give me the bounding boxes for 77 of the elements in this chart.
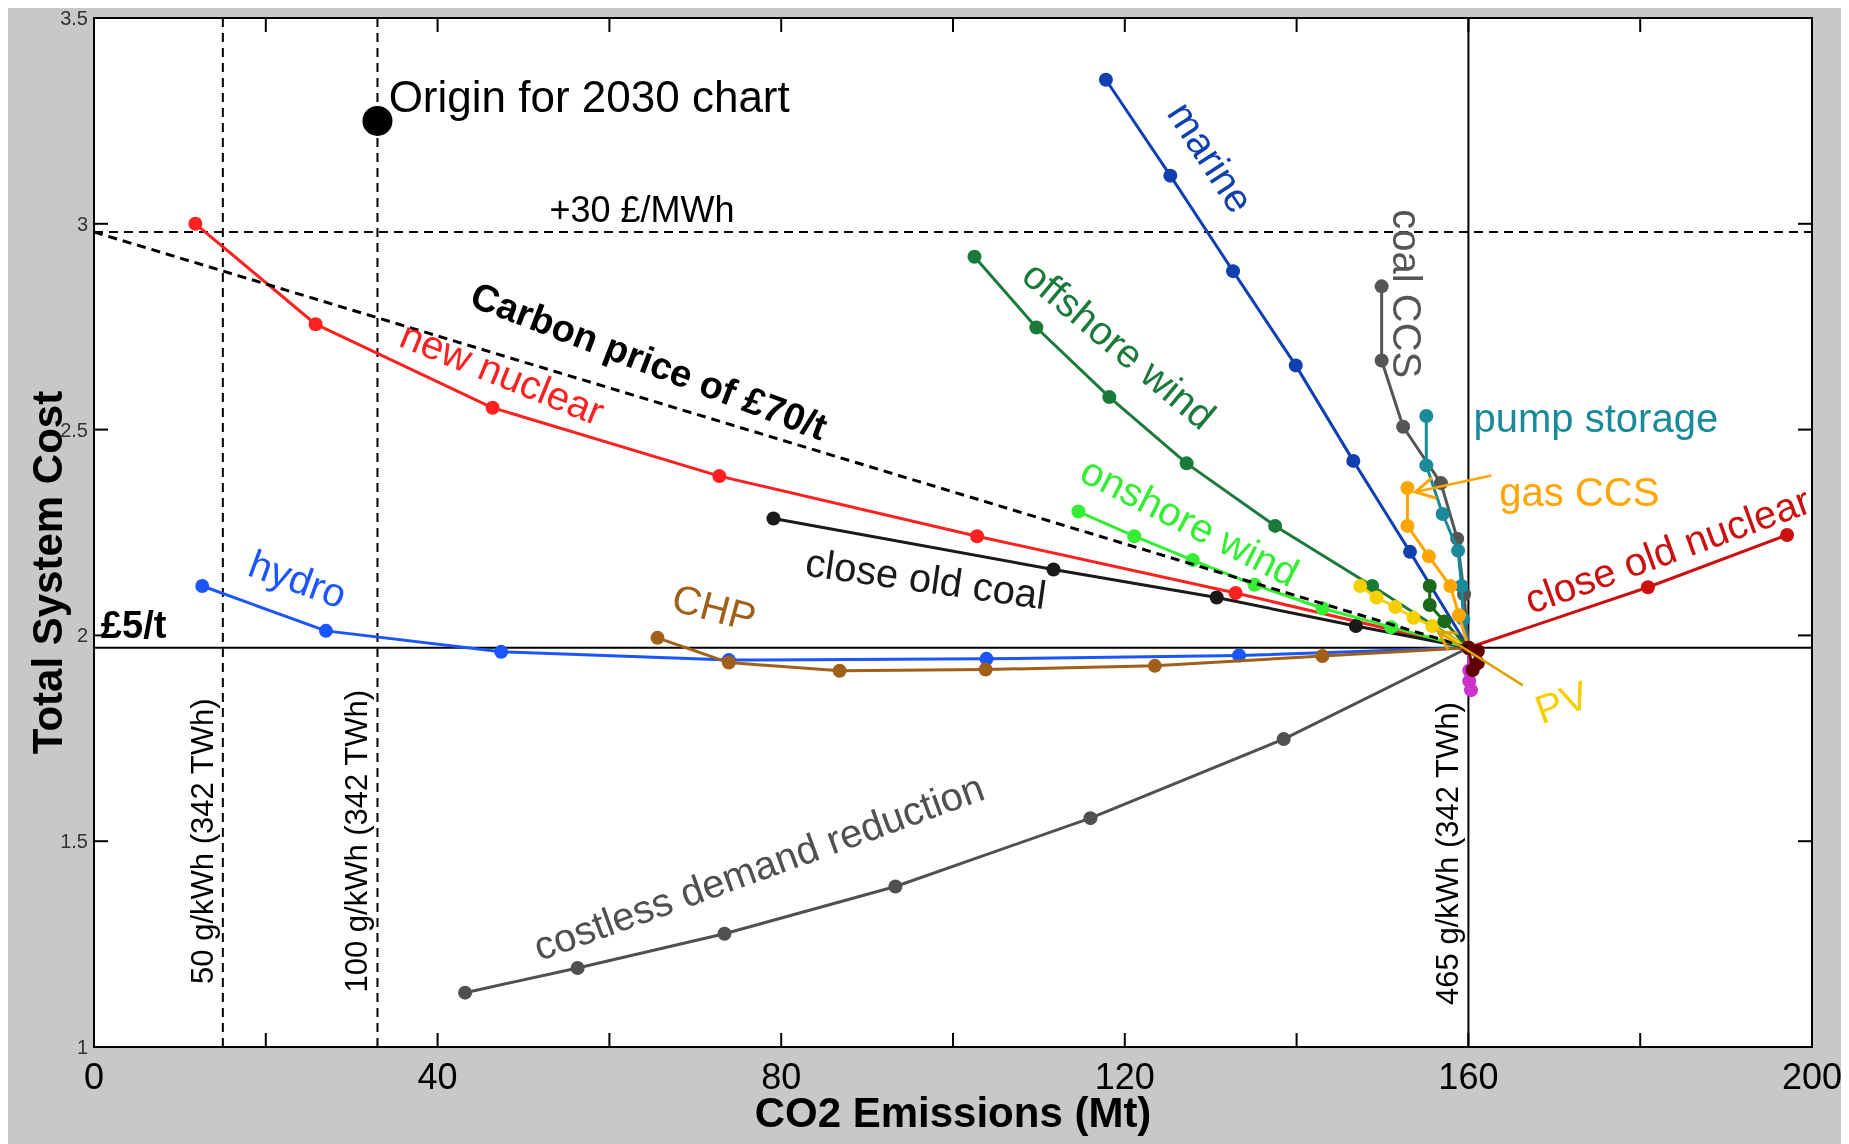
ref-line-label: 465 g/kWh (342 TWh): [1430, 702, 1466, 1005]
ref-line-label: 50 g/kWh (342 TWh): [184, 698, 220, 984]
point: [1396, 419, 1411, 434]
point: [1422, 579, 1437, 594]
point: [650, 630, 665, 645]
point: [195, 579, 210, 594]
point: [1463, 683, 1478, 698]
text: PV: [1529, 672, 1595, 732]
point: [1421, 549, 1436, 564]
y-tick-label: 1.5: [60, 830, 88, 853]
point: [1419, 409, 1434, 424]
point: [1640, 580, 1655, 595]
point: [1209, 590, 1224, 605]
ref-line-label: +30 £/MWh: [549, 188, 735, 230]
point: [1451, 543, 1466, 558]
y-tick-label: 1: [76, 1036, 88, 1058]
point: [1102, 390, 1117, 405]
point: [570, 960, 585, 975]
point: [1406, 610, 1421, 625]
point: [1402, 544, 1417, 559]
text: CHP: [667, 575, 761, 640]
point: [1374, 353, 1389, 368]
point: [1268, 518, 1283, 533]
y-tick-label: 3.5: [60, 7, 88, 29]
point: [1425, 618, 1440, 633]
point: [318, 623, 333, 638]
point: [967, 249, 982, 264]
point: [308, 317, 323, 332]
x-tick-label: 0: [83, 1056, 105, 1097]
point: [1374, 279, 1389, 294]
point: [712, 469, 727, 484]
point: [1046, 562, 1061, 577]
x-tick-label: 200: [1781, 1056, 1843, 1097]
point: [1369, 590, 1384, 605]
point: [978, 662, 993, 677]
point: [458, 985, 473, 1000]
point: [1400, 518, 1415, 533]
point: [1443, 579, 1458, 594]
point: [1400, 481, 1415, 496]
text: coal CCS: [1384, 209, 1429, 379]
point: [1388, 600, 1403, 614]
point: [1451, 608, 1466, 623]
series-label: pump storage: [1473, 395, 1719, 440]
point: [1422, 597, 1437, 612]
point: [188, 216, 203, 231]
point: [1276, 732, 1291, 747]
point: [1315, 648, 1330, 663]
ref-line-label: 100 g/kWh (342 TWh): [339, 689, 375, 993]
ref-line-label: £5/t: [100, 603, 167, 646]
y-tick-label: 2: [76, 624, 88, 647]
point: [1098, 72, 1113, 87]
point: [717, 926, 732, 941]
point: [1147, 658, 1162, 673]
point: [362, 105, 393, 136]
legend-label: Origin for 2030 chart: [388, 71, 790, 121]
text: hydro: [243, 540, 353, 617]
y-tick-label: 3: [76, 212, 88, 235]
point: [1419, 458, 1434, 473]
point: [1348, 618, 1363, 633]
point: [1228, 586, 1243, 601]
point: [1083, 811, 1098, 826]
x-tick-label: 160: [1438, 1056, 1499, 1097]
point: [766, 511, 781, 526]
point: [1288, 358, 1303, 373]
point: [1346, 453, 1361, 468]
point: [832, 663, 847, 678]
point: [494, 644, 509, 659]
point: [1437, 614, 1452, 629]
point: [1435, 506, 1450, 521]
point: [888, 879, 903, 894]
point: [970, 529, 985, 544]
point: [1226, 264, 1241, 279]
series-label: gas CCS: [1499, 470, 1660, 515]
point: [1454, 579, 1469, 594]
text: close old coal: [802, 539, 1050, 618]
x-tick-label: 40: [417, 1056, 458, 1097]
point: [1353, 579, 1368, 594]
